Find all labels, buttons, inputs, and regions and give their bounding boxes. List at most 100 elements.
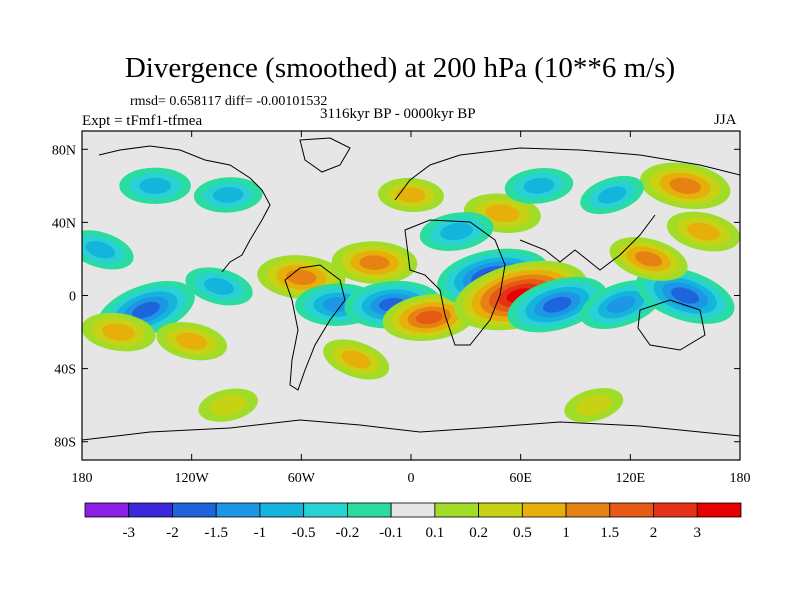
contour-band bbox=[669, 177, 701, 194]
contour-band bbox=[204, 277, 235, 295]
colorbar-swatch bbox=[346, 502, 392, 518]
contour-band bbox=[606, 296, 636, 314]
coastline-antarctica bbox=[82, 419, 740, 441]
coastline-africa bbox=[404, 219, 506, 346]
y-tick-label: 40S bbox=[54, 363, 76, 378]
y-tick-label: 40N bbox=[52, 216, 76, 231]
divergence-field bbox=[82, 162, 740, 423]
contour-band bbox=[209, 394, 247, 416]
field-feature bbox=[382, 293, 477, 341]
colorbar-swatch bbox=[565, 502, 611, 518]
contour-band bbox=[415, 310, 443, 325]
x-axis: 180 120W 60W 0 60E 120E 180 bbox=[72, 131, 751, 486]
contour-band bbox=[635, 251, 663, 267]
colorbar-label: 0.2 bbox=[469, 525, 488, 541]
colorbar-swatch bbox=[390, 502, 436, 518]
period-label: 3116kyr BP - 0000kyr BP bbox=[320, 106, 476, 122]
colorbar-swatch bbox=[84, 502, 130, 518]
coastline-australia bbox=[637, 299, 706, 351]
x-tick-label: 180 bbox=[730, 471, 751, 486]
y-tick-label: 0 bbox=[69, 290, 76, 305]
colorbar-label: -1 bbox=[254, 525, 267, 541]
field-feature bbox=[82, 230, 134, 270]
field-feature bbox=[635, 267, 735, 324]
x-tick-label: 60W bbox=[288, 471, 316, 486]
colorbar-label: 1.5 bbox=[600, 525, 619, 541]
experiment-label: Expt = tFmf1-tfmea bbox=[82, 113, 203, 129]
contour-band bbox=[485, 204, 520, 223]
contour-band bbox=[543, 296, 572, 313]
colorbar-label: -1.5 bbox=[204, 525, 228, 541]
colorbar-label: 0.5 bbox=[513, 525, 532, 541]
contour-band bbox=[359, 255, 390, 270]
colorbar-swatch bbox=[434, 502, 480, 518]
colorbar-label: -0.5 bbox=[292, 525, 316, 541]
field-feature bbox=[564, 388, 624, 423]
colorbar: -3 -2 -1.5 -1 -0.5 -0.2 -0.1 0.1 0.2 0.5 1 1.5 2 3 bbox=[84, 502, 742, 541]
y-tick-label: 80N bbox=[52, 143, 76, 158]
field-feature bbox=[507, 276, 607, 333]
colorbar-swatch bbox=[259, 502, 305, 518]
field-feature bbox=[666, 211, 740, 252]
season-label: JJA bbox=[714, 112, 737, 128]
contour-band bbox=[175, 332, 208, 350]
contour-band bbox=[396, 187, 426, 203]
colorbar-swatch bbox=[303, 502, 348, 518]
colorbar-swatch bbox=[696, 502, 742, 518]
coastline-eurasia bbox=[394, 147, 740, 201]
field-feature bbox=[257, 255, 346, 300]
contour-band bbox=[102, 323, 135, 341]
coastline-north-america bbox=[98, 145, 271, 273]
colorbar-label: -3 bbox=[122, 525, 135, 541]
field-feature bbox=[185, 267, 253, 306]
y-axis: 80N 40N 0 40S 80S bbox=[52, 143, 740, 451]
field-feature bbox=[609, 237, 688, 281]
colorbar-swatch bbox=[521, 502, 567, 518]
x-tick-label: 180 bbox=[72, 471, 93, 486]
coastlines bbox=[82, 137, 740, 441]
field-feature bbox=[323, 339, 390, 380]
contour-band bbox=[341, 350, 371, 369]
x-tick-label: 0 bbox=[408, 471, 415, 486]
contour-band bbox=[132, 301, 160, 319]
coastline-south-america bbox=[284, 264, 346, 391]
contour-band bbox=[523, 177, 555, 194]
field-feature bbox=[198, 388, 258, 422]
colorbar-swatch bbox=[609, 502, 654, 518]
colorbar-label: 0.1 bbox=[425, 525, 444, 541]
colorbar-swatch bbox=[172, 502, 217, 518]
colorbar-label: -0.2 bbox=[336, 525, 360, 541]
x-tick-label: 120W bbox=[175, 471, 210, 486]
field-feature bbox=[193, 177, 263, 213]
contour-band bbox=[440, 222, 474, 241]
colorbar-swatch bbox=[215, 502, 261, 518]
colorbar-label: 3 bbox=[694, 525, 702, 541]
y-tick-label: 80S bbox=[54, 436, 76, 451]
field-feature bbox=[580, 175, 644, 215]
x-tick-label: 120E bbox=[616, 471, 646, 486]
contour-band bbox=[212, 187, 244, 203]
field-feature bbox=[156, 322, 227, 361]
stats-line: rmsd= 0.658117 diff= -0.00101532 bbox=[130, 94, 328, 109]
contour-band bbox=[671, 287, 700, 304]
coastline-greenland bbox=[299, 137, 351, 173]
field-feature bbox=[119, 167, 191, 205]
colorbar-swatch bbox=[128, 502, 173, 518]
contour-band bbox=[139, 177, 172, 194]
field-feature bbox=[82, 312, 156, 352]
field-feature bbox=[504, 167, 574, 204]
colorbar-label: -2 bbox=[166, 525, 179, 541]
colorbar-swatch bbox=[653, 502, 698, 518]
field-feature bbox=[378, 177, 444, 213]
colorbar-label: 1 bbox=[562, 525, 570, 541]
colorbar-label: 2 bbox=[650, 525, 658, 541]
contour-band bbox=[687, 222, 720, 241]
contour-band bbox=[575, 394, 612, 416]
field-feature bbox=[331, 241, 418, 284]
chart-title: Divergence (smoothed) at 200 hPa (10**6 … bbox=[124, 52, 676, 84]
field-feature bbox=[639, 162, 731, 210]
x-tick-label: 60E bbox=[509, 471, 532, 486]
colorbar-label: -0.1 bbox=[379, 525, 403, 541]
plot-area: 180 120W 60W 0 60E 120E 180 80N 40N 0 40S 80S bbox=[52, 130, 751, 486]
